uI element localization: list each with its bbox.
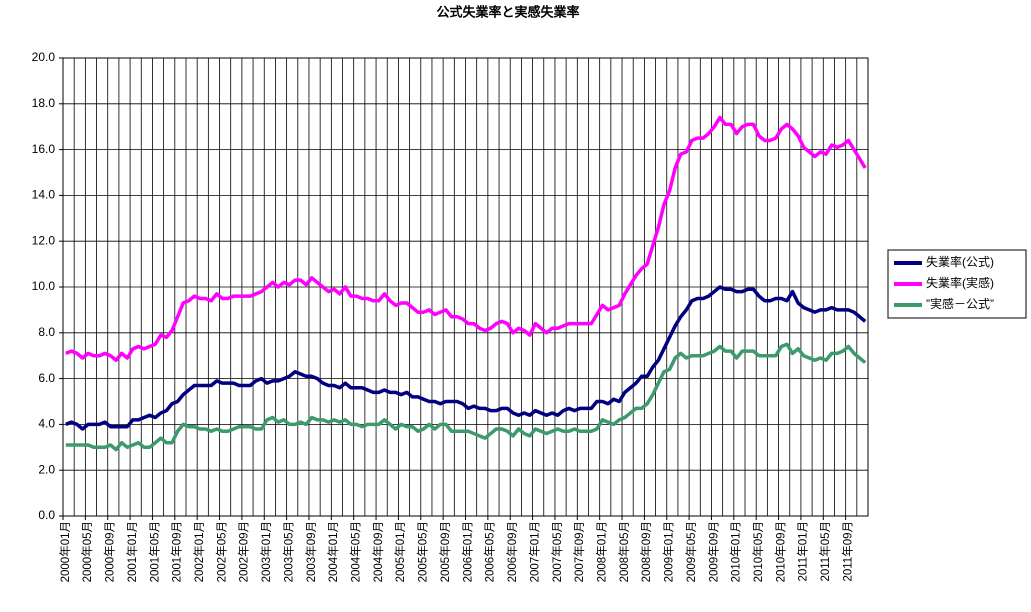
legend-label: 失業率(実感) [926,275,994,290]
x-tick-label: 2001年01月 [125,521,139,582]
x-tick-label: 2008年01月 [594,521,608,582]
x-tick-label: 2000年09月 [103,521,117,582]
y-tick-label: 12.0 [32,233,56,247]
x-tick-label: 2009年05月 [684,521,698,582]
x-tick-label: 2007年01月 [527,521,541,582]
y-tick-label: 18.0 [32,96,56,110]
x-tick-label: 2007年05月 [550,521,564,582]
x-tick-label: 2007年09月 [572,521,586,582]
y-tick-label: 20.0 [32,50,56,64]
x-tick-label: 2005年01月 [393,521,407,582]
x-tick-label: 2009年01月 [662,521,676,582]
y-tick-label: 6.0 [38,371,55,385]
x-tick-label: 2004年09月 [371,521,385,582]
x-tick-label: 2002年05月 [214,521,228,582]
series-line [65,285,867,431]
x-tick-label: 2010年01月 [729,521,743,582]
x-tick-label: 2008年09月 [639,521,653,582]
x-tick-label: 2008年05月 [617,521,631,582]
x-tick-label: 2000年05月 [80,521,94,582]
x-tick-label: 2010年09月 [773,521,787,582]
legend-label: 失業率(公式) [926,254,994,269]
x-tick-label: 2003年01月 [259,521,273,582]
series-line [65,342,867,452]
x-tick-label: 2003年09月 [304,521,318,582]
x-tick-label: 2004年01月 [326,521,340,582]
x-tick-label: 2010年05月 [751,521,765,582]
x-tick-label: 2005年05月 [416,521,430,582]
x-tick-label: 2001年05月 [147,521,161,582]
y-tick-label: 2.0 [38,462,55,476]
x-tick-label: 2003年05月 [281,521,295,582]
x-tick-label: 2011年09月 [840,521,854,582]
legend-label: ”実感－公式” [926,296,994,311]
y-tick-label: 0.0 [38,508,55,522]
y-tick-label: 10.0 [32,279,56,293]
x-tick-label: 2001年09月 [170,521,184,582]
y-tick-label: 4.0 [38,417,55,431]
x-tick-label: 2006年09月 [505,521,519,582]
x-tick-label: 2006年05月 [483,521,497,582]
x-tick-label: 2002年01月 [192,521,206,582]
x-tick-label: 2000年01月 [58,521,72,582]
x-tick-label: 2006年01月 [460,521,474,582]
chart-title: 公式失業率と実感失業率 [436,4,579,19]
x-tick-label: 2011年01月 [796,521,810,582]
series-line [65,115,867,363]
x-tick-label: 2004年05月 [349,521,363,582]
y-tick-label: 16.0 [32,142,56,156]
x-tick-label: 2011年05月 [818,521,832,582]
y-tick-label: 14.0 [32,188,56,202]
x-tick-label: 2002年09月 [237,521,251,582]
y-tick-label: 8.0 [38,325,55,339]
x-tick-label: 2005年09月 [438,521,452,582]
x-tick-label: 2009年09月 [706,521,720,582]
